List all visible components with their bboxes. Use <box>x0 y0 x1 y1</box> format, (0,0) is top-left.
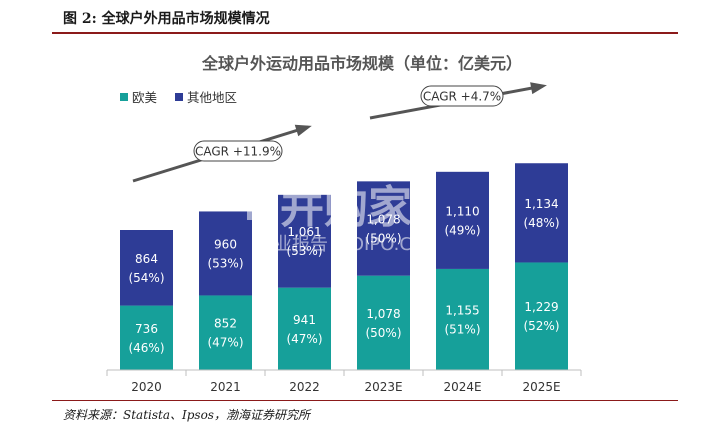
bar-other-regions-2024E <box>436 171 489 269</box>
bar-share-label: (49%) <box>444 223 480 237</box>
watermark-sub: 行业报告 IPOIPO.CN <box>256 234 425 255</box>
bar-europe-us-2022 <box>278 287 331 370</box>
bar-value-label: 1,078 <box>366 307 400 321</box>
bar-value-label: 960 <box>214 237 237 251</box>
bar-share-label: (50%) <box>365 326 401 340</box>
chart-title: 全球户外运动用品市场规模（单位：亿美元） <box>201 54 522 73</box>
x-tick-label: 2024E <box>443 380 481 394</box>
bar-share-label: (46%) <box>128 341 164 355</box>
cagr-label: CAGR +11.9% <box>195 145 281 159</box>
x-axis: 2020 2021 2022 2023E 2024E 2025E <box>106 369 582 394</box>
bar-value-label: 852 <box>214 317 237 331</box>
bar-labels-group: 736 (46%) 864 (54%) 852 (47%) 960 (53%) 941 (47%)… <box>128 197 559 355</box>
bar-share-label: (47%) <box>286 332 322 346</box>
bar-share-label: (53%) <box>286 244 322 258</box>
legend-label: 其他地区 <box>187 90 237 105</box>
bar-europe-us-2024E <box>436 268 489 370</box>
bar-share-label: (50%) <box>365 232 401 246</box>
bar-other-regions-2020 <box>120 230 173 306</box>
bottom-rule <box>52 400 678 401</box>
watermark-logo-icon <box>247 180 274 220</box>
bar-value-label: 941 <box>293 313 316 327</box>
bar-share-label: (54%) <box>128 271 164 285</box>
top-rule <box>52 32 678 34</box>
bar-share-label: (52%) <box>523 319 559 333</box>
cagr-box <box>420 85 504 107</box>
x-tick-label: 2021 <box>210 380 241 394</box>
bar-value-label: 864 <box>135 252 158 266</box>
cagr-label: CAGR +4.7% <box>423 90 501 104</box>
bar-other-regions-2025E <box>515 163 568 263</box>
annotations: CAGR +11.9% CAGR +4.7% <box>132 82 547 183</box>
watermark-main: 并购家 <box>280 182 412 233</box>
bar-value-label: 736 <box>135 322 158 336</box>
bar-value-label: 1,078 <box>366 213 400 227</box>
bar-other-regions-2022 <box>278 194 331 288</box>
source-note: 资料来源：Statista、Ipsos，渤海证券研究所 <box>63 408 310 422</box>
legend-swatch <box>175 93 183 101</box>
x-tick-label: 2025E <box>522 380 560 394</box>
bar-europe-us-2020 <box>120 305 173 370</box>
bar-europe-us-2023E <box>357 275 410 370</box>
legend-label: 欧美 <box>132 90 157 105</box>
x-tick-label: 2023E <box>364 380 402 394</box>
legend: 欧美 其他地区 <box>120 90 237 105</box>
legend-swatch <box>120 93 128 101</box>
bar-europe-us-2025E <box>515 262 568 370</box>
bar-share-label: (47%) <box>207 336 243 350</box>
bar-share-label: (51%) <box>444 322 480 336</box>
bar-value-label: 1,110 <box>445 204 479 218</box>
bar-value-label: 1,134 <box>524 197 558 211</box>
bar-other-regions-2023E <box>357 181 410 276</box>
x-tick-label: 2020 <box>131 380 162 394</box>
bar-other-regions-2021 <box>199 211 252 296</box>
bar-value-label: 1,061 <box>287 225 321 239</box>
figure-caption: 图 2: 全球户外用品市场规模情况 <box>63 11 270 27</box>
bar-share-label: (48%) <box>523 216 559 230</box>
bars-group <box>120 163 568 370</box>
cagr-box <box>193 140 283 162</box>
bar-share-label: (53%) <box>207 256 243 270</box>
x-tick-label: 2022 <box>289 380 320 394</box>
bar-value-label: 1,155 <box>445 303 479 317</box>
bar-europe-us-2021 <box>199 295 252 370</box>
bar-value-label: 1,229 <box>524 300 558 314</box>
